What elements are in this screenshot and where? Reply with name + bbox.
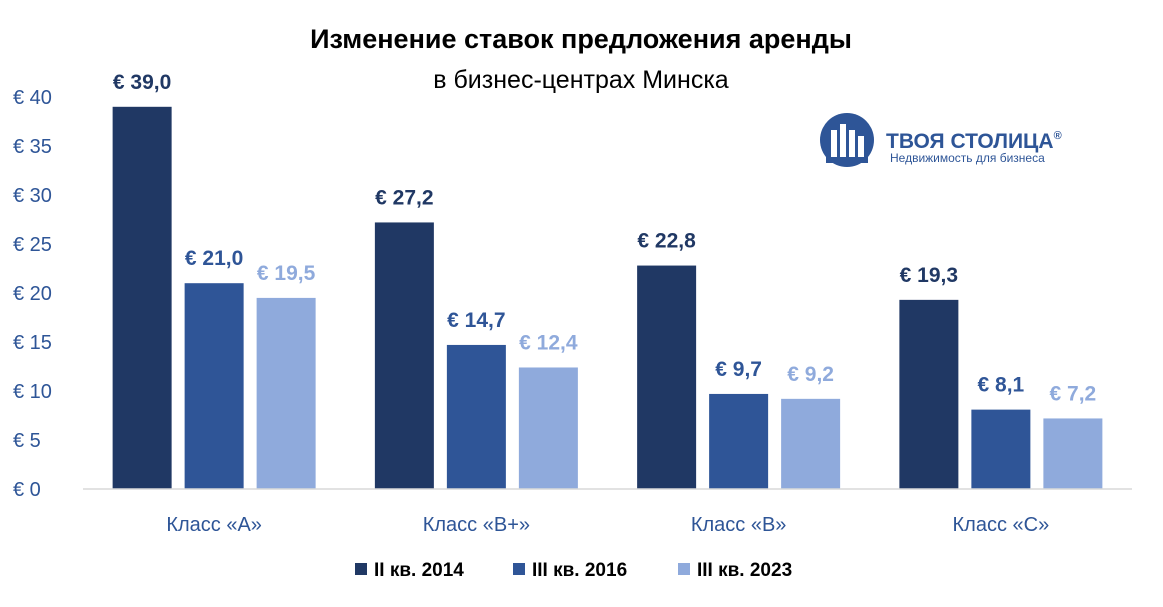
chart-title: Изменение ставок предложения аренды <box>310 24 852 54</box>
logo-name: ТВОЯ СТОЛИЦА® <box>886 130 1062 153</box>
x-axis: Класс «А» Класс «В+» Класс «В» Класс «С» <box>166 514 1049 536</box>
data-label: € 7,2 <box>1050 382 1097 405</box>
legend-swatch <box>355 563 367 575</box>
data-label: € 39,0 <box>113 71 171 94</box>
building-columns-icon <box>820 113 874 167</box>
y-axis: € 0 € 5 € 10 € 15 € 20 € 25 € 30 € 35 € 40 <box>13 87 52 501</box>
x-tick-label: Класс «В» <box>691 514 787 536</box>
x-tick-label: Класс «А» <box>166 514 262 536</box>
y-tick-label: € 20 <box>13 283 52 305</box>
legend-swatch <box>513 563 525 575</box>
legend-label: II кв. 2014 <box>374 560 464 581</box>
legend-swatch <box>678 563 690 575</box>
y-tick-label: € 10 <box>13 381 52 403</box>
y-tick-label: € 0 <box>13 479 41 501</box>
bar <box>971 409 1031 489</box>
bar <box>637 265 697 489</box>
bar <box>781 398 841 489</box>
data-label: € 22,8 <box>637 230 696 253</box>
data-label: € 19,3 <box>900 264 958 287</box>
bar <box>899 299 959 489</box>
data-label: € 9,2 <box>787 363 834 386</box>
data-label: € 9,7 <box>715 358 762 381</box>
x-tick-label: Класс «В+» <box>423 514 530 536</box>
bar <box>1043 418 1103 489</box>
y-tick-label: € 15 <box>13 332 52 354</box>
y-tick-label: € 40 <box>13 87 52 109</box>
x-tick-label: Класс «С» <box>953 514 1050 536</box>
y-tick-label: € 35 <box>13 136 52 158</box>
data-labels: € 39,0 € 21,0 € 19,5 € 27,2 € 14,7 € 12,4 € 22… <box>113 71 1096 406</box>
bar <box>112 106 172 490</box>
legend-label: III кв. 2016 <box>532 560 627 581</box>
bar <box>184 283 244 489</box>
y-tick-label: € 25 <box>13 234 52 256</box>
legend-label: III кв. 2023 <box>697 560 792 581</box>
registered-mark: ® <box>1054 130 1062 142</box>
brand-logo: ТВОЯ СТОЛИЦА® Недвижимость для бизнеса <box>820 113 1062 167</box>
bar <box>256 297 316 489</box>
data-label: € 19,5 <box>257 262 316 285</box>
y-tick-label: € 5 <box>13 430 41 452</box>
bar <box>374 222 434 489</box>
y-tick-label: € 30 <box>13 185 52 207</box>
data-label: € 14,7 <box>447 309 505 332</box>
data-label: € 21,0 <box>185 247 243 270</box>
logo-tagline: Недвижимость для бизнеса <box>890 151 1045 165</box>
data-label: € 27,2 <box>375 186 433 209</box>
chart-subtitle: в бизнес-центрах Минска <box>433 66 729 94</box>
bar <box>518 367 578 489</box>
data-label: € 12,4 <box>519 331 578 354</box>
bar <box>446 344 506 489</box>
data-label: € 8,1 <box>978 374 1025 397</box>
bar <box>709 393 769 489</box>
bars <box>112 106 1103 490</box>
legend: II кв. 2014 III кв. 2016 III кв. 2023 <box>355 560 792 581</box>
